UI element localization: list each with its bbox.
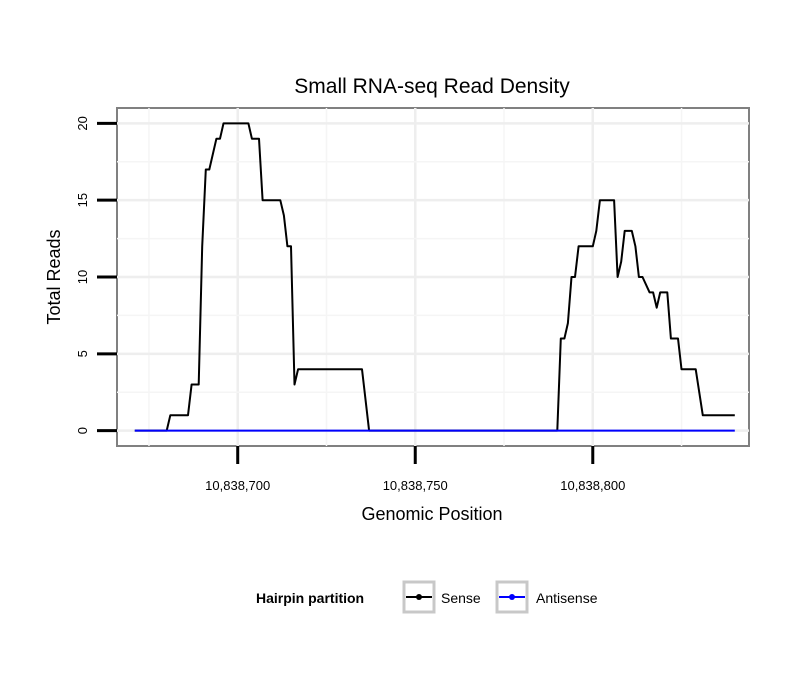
legend-label-sense: Sense: [441, 590, 481, 606]
y-tick-label: 5: [75, 350, 90, 357]
legend-title: Hairpin partition: [256, 590, 364, 606]
y-axis-title: Total Reads: [44, 229, 64, 324]
x-tick-label: 10,838,700: [205, 478, 270, 493]
legend-label-antisense: Antisense: [536, 590, 598, 606]
chart-title: Small RNA-seq Read Density: [294, 75, 570, 98]
legend-key-sense-dot: [416, 594, 422, 600]
y-tick-label: 10: [75, 270, 90, 284]
legend: Hairpin partition Sense Antisense: [256, 580, 598, 614]
grid: [117, 108, 749, 446]
axes: 0 5 10 15 20 10,838,700 10,838,750 10,838,800: [75, 116, 625, 493]
x-tick-label: 10,838,750: [383, 478, 448, 493]
y-tick-label: 0: [75, 427, 90, 434]
x-axis-title: Genomic Position: [361, 504, 502, 524]
series-line-sense: [134, 122, 735, 432]
series-layer: [134, 122, 735, 432]
y-tick-label: 15: [75, 193, 90, 207]
x-tick-label: 10,838,800: [560, 478, 625, 493]
legend-key-antisense-dot: [509, 594, 515, 600]
y-tick-label: 20: [75, 116, 90, 130]
